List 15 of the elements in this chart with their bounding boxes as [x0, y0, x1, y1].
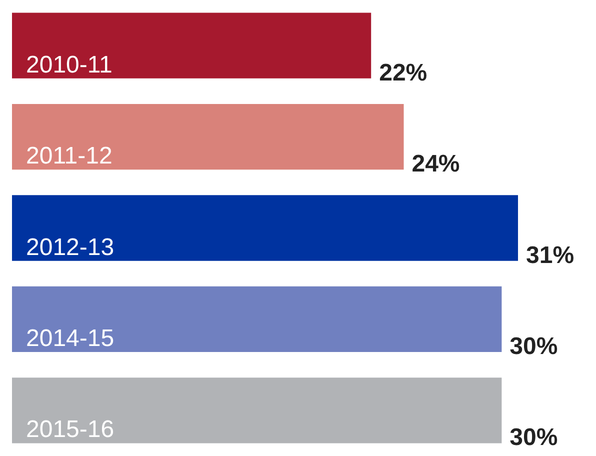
data-label: 30% — [510, 424, 558, 452]
y-tick-label: 2011-12 — [26, 142, 112, 170]
data-label: 31% — [526, 242, 574, 269]
data-label: 22% — [379, 59, 428, 86]
bar — [12, 378, 502, 444]
y-tick-label: 2014-15 — [26, 325, 114, 352]
bar — [12, 104, 404, 170]
bar — [12, 195, 518, 261]
y-tick-label: 2015-16 — [26, 416, 114, 444]
data-label: 30% — [510, 333, 558, 360]
y-tick-label: 2012-13 — [26, 234, 114, 261]
data-label: 24% — [412, 150, 460, 178]
y-tick-label: 2010-11 — [26, 51, 112, 78]
bar — [12, 286, 502, 352]
bar — [12, 12, 372, 78]
